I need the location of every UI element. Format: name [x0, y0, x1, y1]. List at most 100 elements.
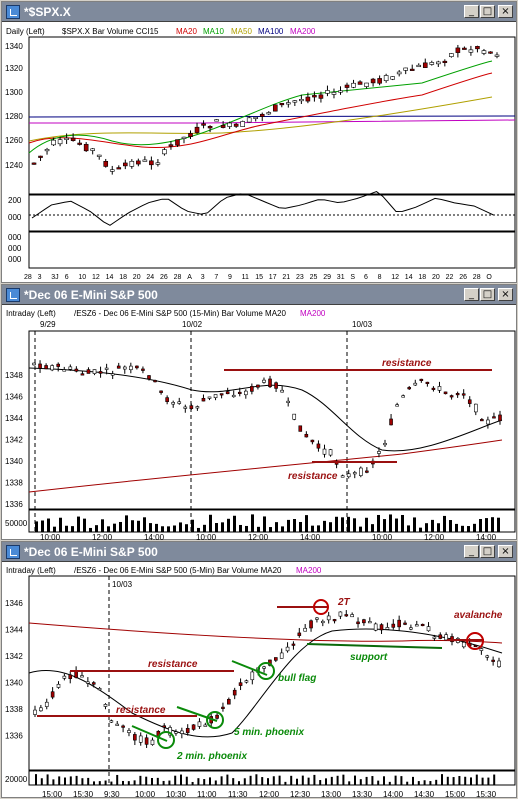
x-tick-label: 14:00: [476, 533, 497, 540]
volume-bar: [336, 775, 339, 785]
close-button[interactable]: ×: [498, 288, 513, 301]
price-bar-body: [443, 391, 448, 395]
volume-bar: [464, 776, 467, 785]
volume-bar: [101, 519, 104, 532]
price-bar-body: [320, 620, 325, 624]
window-titlebar[interactable]: *Dec 06 E-Mini S&P 500 _ □ ×: [2, 542, 516, 562]
x-tick-label: 14:00: [144, 533, 165, 540]
volume-tick: 20000: [5, 775, 28, 784]
maximize-button[interactable]: □: [480, 288, 495, 301]
volume-bar: [71, 526, 74, 532]
volume-bar: [227, 518, 230, 532]
volume-bar: [226, 774, 229, 785]
volume-bar: [251, 514, 254, 532]
volume-bar: [162, 780, 165, 785]
price-tick: 1338: [5, 479, 23, 488]
minimize-button[interactable]: _: [464, 5, 479, 18]
x-tick-label: 3: [38, 274, 42, 281]
volume-bars: [35, 514, 500, 532]
maximize-button[interactable]: □: [480, 5, 495, 18]
volume-bar: [122, 780, 124, 785]
volume-bar: [383, 519, 386, 532]
price-bar-body: [129, 160, 135, 167]
price-bar-body: [57, 139, 63, 145]
maximize-button[interactable]: □: [480, 545, 495, 558]
date-label: 10/03: [352, 320, 373, 329]
price-bar-body: [442, 60, 448, 63]
price-bar-body: [138, 735, 143, 743]
price-bar-body: [444, 634, 448, 641]
price-bar-body: [74, 368, 79, 372]
intraday-5min-chart[interactable]: Intraday (Left) /ESZ6 - Dec 06 E-Mini S&…: [2, 563, 518, 798]
avalanche-label: avalanche: [454, 610, 503, 621]
intraday-15min-chart[interactable]: Intraday (Left) /ESZ6 - Dec 06 E-Mini S&…: [2, 306, 518, 540]
spx-daily-window: *$SPX.X _ □ × Daily (Left) $SPX.X Bar Vo…: [1, 1, 517, 283]
volume-bar: [475, 774, 478, 785]
chart-app-icon[interactable]: [6, 288, 20, 302]
price-bar-body: [407, 387, 412, 390]
volume-bar: [203, 779, 206, 785]
price-bar-body: [91, 682, 96, 685]
volume-bar: [388, 781, 391, 785]
price-bar-body: [286, 102, 291, 105]
close-button[interactable]: ×: [498, 545, 513, 558]
chart-header-label: /ESZ6 - Dec 06 E-Mini S&P 500 (5-Min) Ba…: [74, 566, 282, 575]
minimize-button[interactable]: _: [464, 288, 479, 301]
volume-bar: [131, 520, 134, 532]
ma50-legend: MA50: [231, 27, 252, 36]
volume-bar: [52, 779, 55, 785]
price-bar-body: [51, 139, 56, 146]
price-bar-body: [90, 148, 95, 151]
price-bar-body: [110, 373, 115, 376]
price-bar-body: [303, 627, 307, 632]
price-bar-body: [373, 623, 378, 631]
ma10-legend: MA10: [203, 27, 224, 36]
price-bar-body: [274, 657, 278, 661]
bull-flag-line: [231, 660, 268, 676]
price-bar-body: [480, 419, 484, 422]
volume-bar: [307, 777, 310, 785]
volume-bar: [191, 519, 194, 532]
volume-bar: [446, 776, 449, 785]
volume-bar: [354, 775, 356, 785]
price-bar-body: [305, 96, 311, 102]
ma200-legend: MA200: [296, 566, 322, 575]
chart-app-icon[interactable]: [6, 545, 20, 559]
volume-bar: [125, 515, 128, 532]
volume-bar: [467, 526, 470, 532]
cci-tick: 000: [8, 213, 22, 222]
minimize-button[interactable]: _: [464, 545, 479, 558]
price-bar-body: [238, 682, 243, 686]
volume-bar: [104, 780, 107, 785]
volume-bar: [267, 778, 269, 785]
price-tick: 1240: [5, 161, 23, 170]
daily-chart[interactable]: Daily (Left) $SPX.X Bar Volume CCI15 MA2…: [2, 23, 518, 283]
price-bar-body: [365, 470, 369, 473]
price-bar-body: [38, 155, 43, 158]
price-bar-body: [309, 620, 313, 629]
volume-bar: [197, 527, 200, 532]
window-titlebar[interactable]: *Dec 06 E-Mini S&P 500 _ □ ×: [2, 285, 516, 305]
price-axis: 1346 1344 1342 1340 1338 1336: [5, 599, 23, 741]
price-bar-body: [488, 51, 493, 54]
x-tick-label: 3: [201, 274, 205, 281]
x-tick-label: 12:00: [424, 533, 445, 540]
close-button[interactable]: ×: [498, 5, 513, 18]
volume-bar: [329, 522, 332, 532]
price-tick: 1320: [5, 64, 23, 73]
chart-app-icon[interactable]: [6, 5, 20, 19]
volume-bar: [461, 525, 464, 532]
ma100-line: [28, 115, 516, 118]
price-bar-body: [438, 634, 443, 639]
ma200-line: [28, 622, 503, 644]
price-bar-body: [391, 623, 396, 628]
volume-bar: [400, 776, 403, 785]
volume-bars: [35, 774, 496, 785]
price-bar-body: [473, 644, 478, 648]
price-bar-body: [44, 701, 49, 707]
window-titlebar[interactable]: *$SPX.X _ □ ×: [2, 2, 516, 22]
volume-bar: [437, 523, 440, 532]
volume-bar: [156, 777, 159, 785]
price-bar-body: [168, 727, 172, 736]
x-tick-label: 11: [242, 274, 249, 281]
